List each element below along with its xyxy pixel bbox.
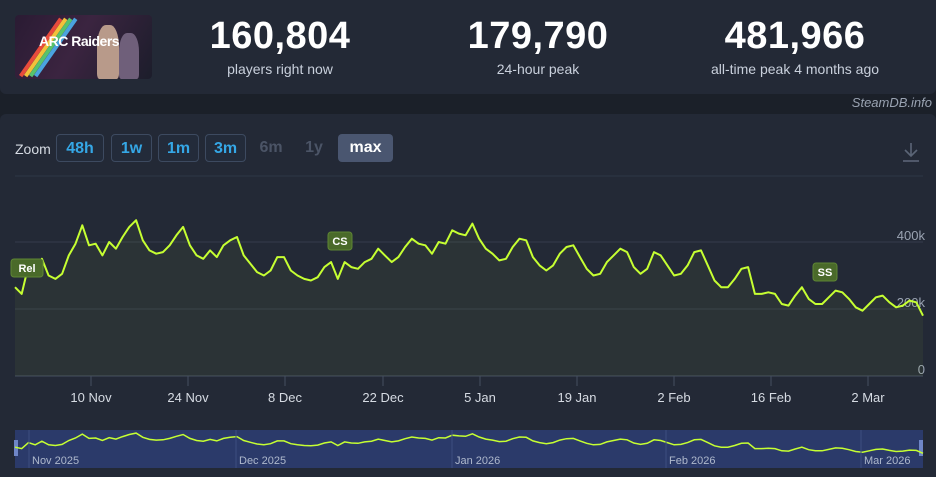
zoom-label: Zoom	[15, 141, 51, 157]
stat-label: all-time peak 4 months ago	[710, 61, 880, 77]
character-figure	[119, 33, 139, 79]
game-logo-text: ARC Raiders	[39, 33, 120, 49]
zoom-button-1m[interactable]: 1m	[158, 134, 199, 162]
stat-value: 481,966	[724, 15, 866, 57]
stat-value: 179,790	[467, 15, 609, 57]
zoom-button-48h[interactable]: 48h	[56, 134, 104, 162]
zoom-button-3m[interactable]: 3m	[205, 134, 246, 162]
game-capsule-image[interactable]: ARC Raiders	[15, 15, 152, 79]
zoom-button-1w[interactable]: 1w	[111, 134, 152, 162]
stat-all-time-peak: 481,966 all-time peak 4 months ago	[690, 14, 900, 79]
stat-current-players: 160,804 players right now	[196, 14, 364, 79]
stat-label: players right now	[227, 61, 333, 77]
download-icon[interactable]	[901, 141, 921, 163]
character-figure	[97, 25, 119, 79]
stat-value: 160,804	[209, 15, 351, 57]
chart-panel	[0, 114, 936, 477]
zoom-button-6m: 6m	[259, 139, 283, 156]
stats-header: ARC Raiders 160,804 players right now 17…	[0, 0, 936, 94]
zoom-button-max[interactable]: max	[338, 134, 393, 162]
zoom-button-1y: 1y	[305, 139, 323, 156]
stat-24h-peak: 179,790 24-hour peak	[448, 14, 628, 79]
steamdb-credit[interactable]: SteamDB.info	[851, 95, 932, 110]
stat-label: 24-hour peak	[496, 61, 580, 77]
